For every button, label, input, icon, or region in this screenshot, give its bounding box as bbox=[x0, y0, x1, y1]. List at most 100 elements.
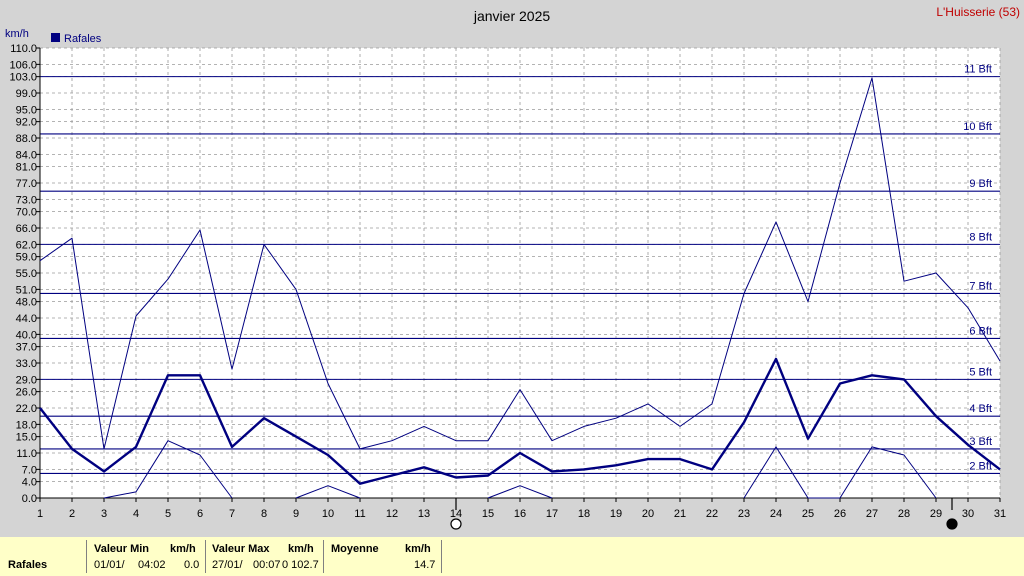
max-date: 27/01/ bbox=[212, 559, 243, 571]
avg-header: Moyenne bbox=[331, 543, 379, 555]
x-tick-label: 13 bbox=[418, 508, 430, 520]
y-tick-label: 66.0 bbox=[16, 223, 37, 235]
x-tick-label: 17 bbox=[546, 508, 558, 520]
x-axis: 1 2 3 4 5 6 7 8 9 10 11 12 13 14 15 16 17 18 19 20 21 22 23 24 2… bbox=[37, 497, 1006, 520]
y-tick-label: 110.0 bbox=[10, 43, 37, 55]
y-tick-label: 77.0 bbox=[16, 178, 37, 190]
x-tick-label: 24 bbox=[770, 508, 782, 520]
y-tick-label: 55.0 bbox=[16, 268, 37, 280]
x-tick-label: 5 bbox=[165, 508, 171, 520]
footer-divider bbox=[86, 540, 87, 573]
y-tick-label: 81.0 bbox=[16, 162, 37, 174]
new-moon-icon bbox=[946, 518, 958, 530]
footer-divider bbox=[441, 540, 442, 573]
min-time: 04:02 bbox=[138, 559, 166, 571]
max-header: Valeur Max bbox=[212, 543, 270, 555]
beaufort-label: 6 Bft bbox=[969, 325, 992, 337]
beaufort-label: 8 Bft bbox=[969, 231, 992, 243]
beaufort-label: 10 Bft bbox=[963, 121, 992, 133]
x-tick-label: 1 bbox=[37, 508, 43, 520]
series-line-mean bbox=[39, 357, 1001, 485]
x-tick-label: 29 bbox=[930, 508, 942, 520]
row-label: Rafales bbox=[8, 559, 48, 571]
avg-value: 14.7 bbox=[414, 559, 436, 571]
y-tick-label: 95.0 bbox=[16, 104, 37, 116]
series-lines bbox=[39, 77, 1001, 499]
y-tick-label: 22.0 bbox=[16, 403, 37, 415]
y-axis-unit: km/h bbox=[5, 28, 29, 40]
y-tick-label: 37.0 bbox=[16, 342, 37, 354]
x-tick-label: 16 bbox=[514, 508, 526, 520]
y-tick-label: 73.0 bbox=[16, 194, 37, 206]
moon-phases bbox=[450, 498, 958, 530]
legend-swatch bbox=[51, 33, 60, 42]
full-moon-icon bbox=[450, 518, 462, 530]
x-tick-label: 12 bbox=[386, 508, 398, 520]
x-tick-label: 18 bbox=[578, 508, 590, 520]
y-tick-label: 99.0 bbox=[16, 88, 37, 100]
x-tick-label: 25 bbox=[802, 508, 814, 520]
y-tick-label: 33.0 bbox=[16, 358, 37, 370]
x-tick-label: 10 bbox=[322, 508, 334, 520]
beaufort-label: 9 Bft bbox=[969, 178, 992, 190]
y-tick-label: 51.0 bbox=[16, 284, 37, 296]
y-tick-label: 88.0 bbox=[16, 133, 37, 145]
max-unit: km/h bbox=[288, 543, 314, 555]
y-tick-label: 7.0 bbox=[22, 464, 37, 476]
x-tick-label: 6 bbox=[197, 508, 203, 520]
beaufort-label: 5 Bft bbox=[969, 366, 992, 378]
chart-title: janvier 2025 bbox=[473, 8, 550, 24]
x-tick-label: 20 bbox=[642, 508, 654, 520]
min-header: Valeur Min bbox=[94, 543, 150, 555]
y-tick-label: 11.0 bbox=[16, 448, 37, 460]
x-tick-label: 15 bbox=[482, 508, 494, 520]
series-line-min bbox=[487, 485, 553, 499]
y-tick-label: 92.0 bbox=[16, 117, 37, 129]
footer-divider bbox=[205, 540, 206, 573]
series-line-min bbox=[295, 485, 361, 499]
y-tick-label: 59.0 bbox=[16, 252, 37, 264]
avg-unit: km/h bbox=[405, 543, 431, 555]
x-tick-label: 21 bbox=[674, 508, 686, 520]
y-tick-label: 48.0 bbox=[16, 297, 37, 309]
series-line-max bbox=[39, 77, 1001, 450]
x-tick-label: 28 bbox=[898, 508, 910, 520]
footer-divider bbox=[323, 540, 324, 573]
beaufort-label: 11 Bft bbox=[964, 64, 992, 76]
min-unit: km/h bbox=[170, 543, 196, 555]
y-tick-label: 84.0 bbox=[16, 149, 37, 161]
y-tick-label: 26.0 bbox=[16, 387, 37, 399]
x-tick-label: 9 bbox=[293, 508, 299, 520]
y-tick-label: 0.0 bbox=[22, 493, 37, 505]
beaufort-label: 2 Bft bbox=[969, 460, 992, 472]
x-tick-label: 26 bbox=[834, 508, 846, 520]
min-date: 01/01/ bbox=[94, 559, 125, 571]
beaufort-label: 7 Bft bbox=[969, 280, 992, 292]
y-tick-label: 40.0 bbox=[16, 329, 37, 341]
statistics-footer: Rafales Valeur Min km/h 01/01/ 04:02 0.0… bbox=[0, 537, 1024, 576]
x-tick-label: 8 bbox=[261, 508, 267, 520]
y-tick-label: 29.0 bbox=[16, 374, 37, 386]
series-line-min bbox=[743, 446, 937, 499]
y-tick-label: 106.0 bbox=[9, 59, 37, 71]
x-tick-label: 22 bbox=[706, 508, 718, 520]
x-tick-label: 31 bbox=[994, 508, 1006, 520]
y-tick-label: 70.0 bbox=[16, 207, 37, 219]
min-value: 0.0 bbox=[184, 559, 200, 571]
x-tick-label: 14 bbox=[450, 508, 462, 520]
x-tick-label: 27 bbox=[866, 508, 878, 520]
x-tick-label: 3 bbox=[101, 508, 107, 520]
x-tick-label: 23 bbox=[738, 508, 750, 520]
y-tick-label: 15.0 bbox=[16, 432, 37, 444]
max-value: 0 102.7 bbox=[282, 559, 319, 571]
wind-chart: 2 Bft 3 Bft 4 Bft 5 Bft 6 Bft 7 Bft 8 Bft 9 Bft… bbox=[5, 5, 1020, 530]
legend-label: Rafales bbox=[64, 33, 102, 45]
beaufort-lines: 2 Bft 3 Bft 4 Bft 5 Bft 6 Bft 7 Bft 8 Bft 9 Bft… bbox=[40, 64, 1000, 475]
x-tick-label: 7 bbox=[229, 508, 235, 520]
series-line-min bbox=[103, 440, 233, 499]
y-tick-label: 62.0 bbox=[16, 239, 37, 251]
x-tick-label: 11 bbox=[354, 508, 365, 520]
y-axis: 0.0 4.07.0 11.0 15.018.0 22.0 26.029.0 33.0 37.… bbox=[9, 43, 41, 505]
x-tick-label: 2 bbox=[69, 508, 75, 520]
x-tick-label: 4 bbox=[133, 508, 139, 520]
